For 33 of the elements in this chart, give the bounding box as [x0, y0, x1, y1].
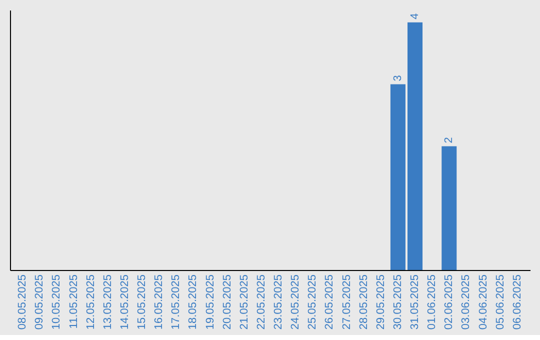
x-tick-label: 24.05.2025	[290, 274, 302, 330]
data-label: 2	[443, 137, 456, 144]
x-tick-label: 23.05.2025	[272, 274, 285, 330]
x-tick-label: 18.05.2025	[187, 274, 200, 330]
x-tick-label: 20.05.2025	[221, 274, 234, 330]
x-tick-label: 31.05.2025	[409, 274, 422, 330]
x-tick-label: 01.06.2025	[426, 274, 438, 330]
x-tick-label: 11.05.2025	[68, 274, 80, 329]
x-tick-label: 08.05.2025	[16, 274, 29, 330]
x-tick-label: 21.05.2025	[238, 274, 250, 330]
x-tick-label: 02.06.2025	[443, 274, 456, 330]
x-tick-label: 04.06.2025	[477, 274, 490, 330]
x-tick-label: 28.05.2025	[358, 274, 370, 330]
x-tick-label: 12.05.2025	[84, 274, 97, 330]
data-label: 3	[392, 75, 404, 82]
x-tick-label: 03.06.2025	[460, 274, 472, 330]
x-tick-label: 06.06.2025	[511, 274, 524, 330]
x-tick-label: 05.06.2025	[494, 274, 506, 330]
data-label: 4	[409, 13, 422, 20]
x-tick-label: 27.05.2025	[340, 274, 353, 330]
x-tick-label: 30.05.2025	[392, 274, 404, 330]
x-tick-label: 15.05.2025	[136, 274, 148, 330]
x-tick-label: 26.05.2025	[324, 274, 336, 330]
x-tick-label: 16.05.2025	[153, 274, 166, 330]
x-tick-label: 13.05.2025	[102, 274, 114, 330]
x-tick-label: 09.05.2025	[34, 274, 46, 330]
x-tick-label: 17.05.2025	[170, 274, 182, 330]
x-tick-label: 19.05.2025	[204, 274, 216, 330]
x-tick-label: 14.05.2025	[118, 274, 131, 330]
x-tick-label: 25.05.2025	[306, 274, 319, 330]
x-tick-label: 29.05.2025	[374, 274, 387, 330]
x-tick-label: 22.05.2025	[255, 274, 268, 330]
x-tick-label: 10.05.2025	[50, 274, 63, 330]
